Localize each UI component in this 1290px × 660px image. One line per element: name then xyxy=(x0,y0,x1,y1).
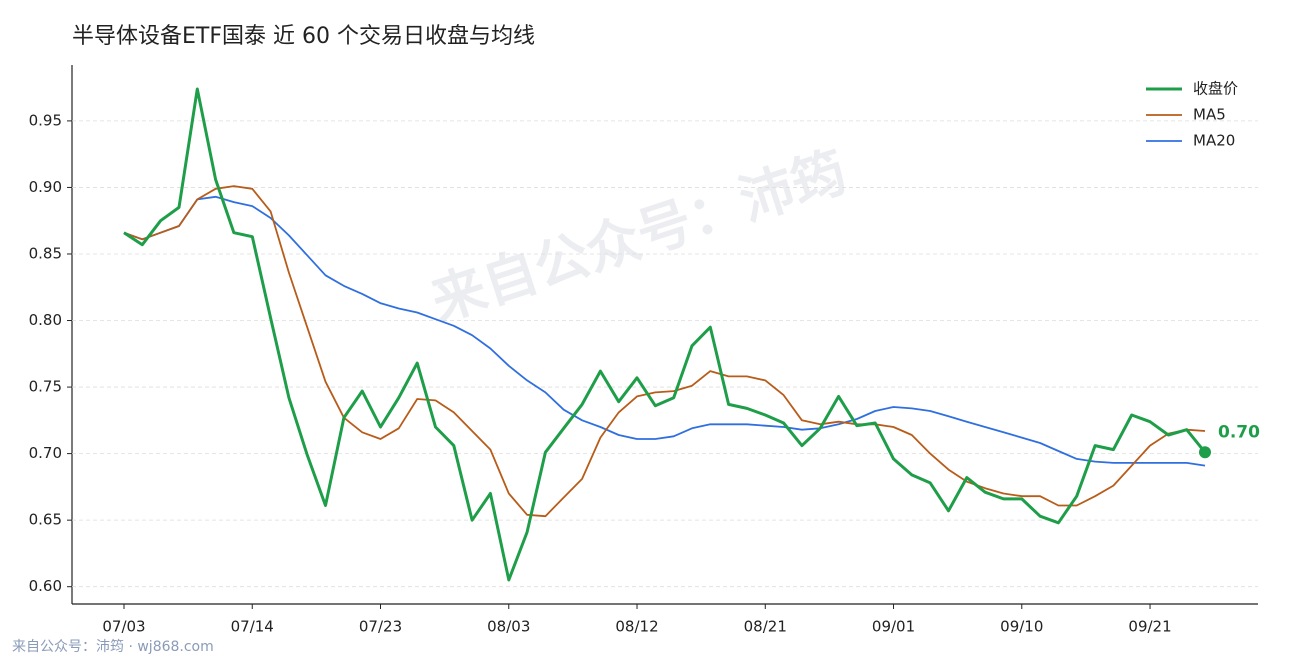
x-tick-label: 07/03 xyxy=(102,618,145,636)
x-tick-label: 09/01 xyxy=(872,618,915,636)
x-tick-label: 07/23 xyxy=(359,618,402,636)
legend-label: 收盘价 xyxy=(1193,80,1238,98)
end-point xyxy=(1199,446,1211,459)
x-tick-label: 07/14 xyxy=(231,618,274,636)
series-line xyxy=(123,87,1207,582)
x-tick-label: 08/21 xyxy=(744,618,787,636)
chart-title: 半导体设备ETF国泰 近 60 个交易日收盘与均线 xyxy=(72,24,535,49)
x-tick-label: 08/12 xyxy=(615,618,658,636)
series-line xyxy=(123,185,1206,518)
y-tick-label: 0.80 xyxy=(29,311,62,329)
y-tick-label: 0.95 xyxy=(29,111,62,129)
footer: 来自公众号：沛筠 · wj868.com xyxy=(12,638,214,655)
x-tick-label: 08/03 xyxy=(487,618,530,636)
y-tick-label: 0.60 xyxy=(29,577,62,595)
x-tick-label: 09/10 xyxy=(1000,618,1043,636)
y-tick-label: 0.70 xyxy=(29,444,62,462)
y-tick-label: 0.75 xyxy=(29,378,62,396)
y-tick-label: 0.85 xyxy=(29,244,62,262)
y-tick-label: 0.90 xyxy=(29,178,62,196)
y-tick-label: 0.65 xyxy=(29,511,62,529)
legend-label: MA5 xyxy=(1193,106,1226,124)
legend-label: MA20 xyxy=(1193,132,1235,150)
series-line xyxy=(123,195,1206,467)
value-label: 0.70 xyxy=(1218,422,1260,442)
x-tick-label: 09/21 xyxy=(1128,618,1171,636)
watermark: 来自公众号：沛筠 xyxy=(424,140,854,333)
